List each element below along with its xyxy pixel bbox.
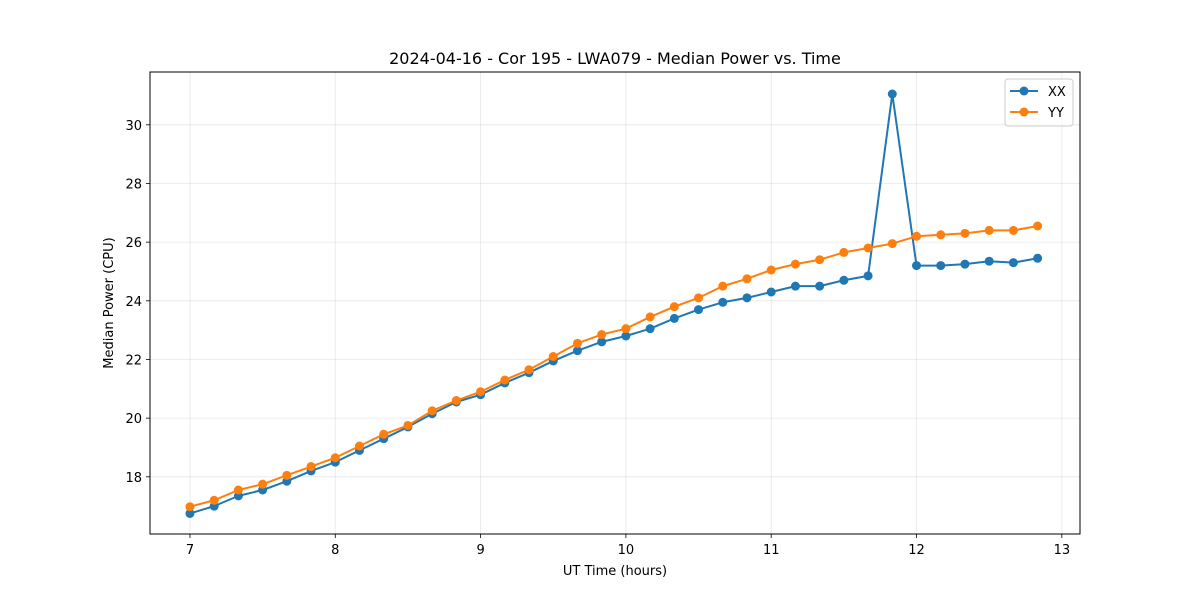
data-point-yy [1033,221,1043,231]
data-point-xx [185,508,195,518]
data-point-yy [185,502,195,512]
x-tick-label: 11 [763,543,780,558]
data-point-yy [766,265,776,275]
data-point-xx [718,297,728,307]
data-point-xx [960,259,970,269]
data-point-yy [524,365,534,375]
y-axis-ticks: 18 20 22 24 26 28 30 [125,119,150,486]
data-point-yy [476,387,486,397]
data-point-xx [597,337,607,347]
x-axis-label: UT Time (hours) [563,564,667,579]
y-tick-label: 26 [125,236,142,251]
data-point-yy [839,247,849,257]
x-tick-label: 13 [1054,543,1071,558]
data-point-yy [209,495,219,505]
data-point-yy [500,375,510,385]
data-point-yy [742,274,752,284]
y-tick-label: 24 [125,295,142,310]
data-point-xx [1008,258,1018,268]
x-tick-label: 8 [331,543,339,558]
chart-title: 2024-04-16 - Cor 195 - LWA079 - Median P… [389,49,841,68]
legend: XX YY [1004,78,1074,127]
x-tick-label: 7 [186,543,194,558]
data-point-yy [984,225,994,235]
data-point-yy [330,453,340,463]
data-point-xx [887,89,897,99]
data-point-xx [790,281,800,291]
data-point-yy [354,441,364,451]
y-tick-label: 28 [125,177,142,192]
data-point-yy [718,281,728,291]
data-point-yy [597,330,607,340]
y-tick-label: 20 [125,412,142,427]
grid-lines [150,72,1080,534]
data-point-yy [403,420,413,430]
data-point-xx [766,287,776,297]
data-point-yy [936,230,946,240]
data-point-yy [282,470,292,480]
data-point-yy [258,479,268,489]
data-point-xx [863,271,873,281]
x-tick-label: 10 [618,543,635,558]
data-point-yy [863,243,873,253]
y-axis-label: Median Power (CPU) [102,237,117,368]
data-point-xx [815,281,825,291]
data-point-yy [694,293,704,303]
data-point-xx [572,346,582,356]
data-point-yy [548,352,558,362]
plot-frame [149,71,1081,535]
x-tick-label: 9 [476,543,484,558]
data-point-yy [790,259,800,269]
data-point-yy [1008,225,1018,235]
data-point-xx [621,331,631,341]
data-point-xx [694,305,704,315]
x-axis-ticks: 7 8 9 10 11 12 13 [186,534,1070,558]
data-point-yy [887,239,897,249]
y-tick-label: 30 [125,119,142,134]
data-point-yy [451,396,461,406]
data-point-yy [815,255,825,265]
data-point-yy [669,302,679,312]
legend-marker-xx [1019,86,1029,96]
data-point-yy [960,228,970,238]
data-point-yy [306,462,316,472]
legend-label-xx: XX [1048,85,1066,100]
legend-label-yy: YY [1047,106,1064,121]
data-point-xx [936,261,946,271]
data-point-yy [379,429,389,439]
data-point-yy [645,312,655,322]
y-tick-label: 18 [125,471,142,486]
data-point-yy [572,338,582,348]
legend-marker-yy [1019,107,1029,117]
data-point-xx [839,275,849,285]
series-group [185,89,1043,518]
data-point-xx [669,313,679,323]
data-point-xx [912,261,922,271]
data-point-yy [427,406,437,416]
x-tick-label: 12 [908,543,925,558]
data-point-yy [912,231,922,241]
data-point-xx [984,256,994,266]
data-point-xx [742,293,752,303]
y-tick-label: 22 [125,353,142,368]
data-point-xx [645,324,655,334]
data-point-yy [621,324,631,334]
data-point-yy [233,485,243,495]
data-point-xx [1033,253,1043,263]
